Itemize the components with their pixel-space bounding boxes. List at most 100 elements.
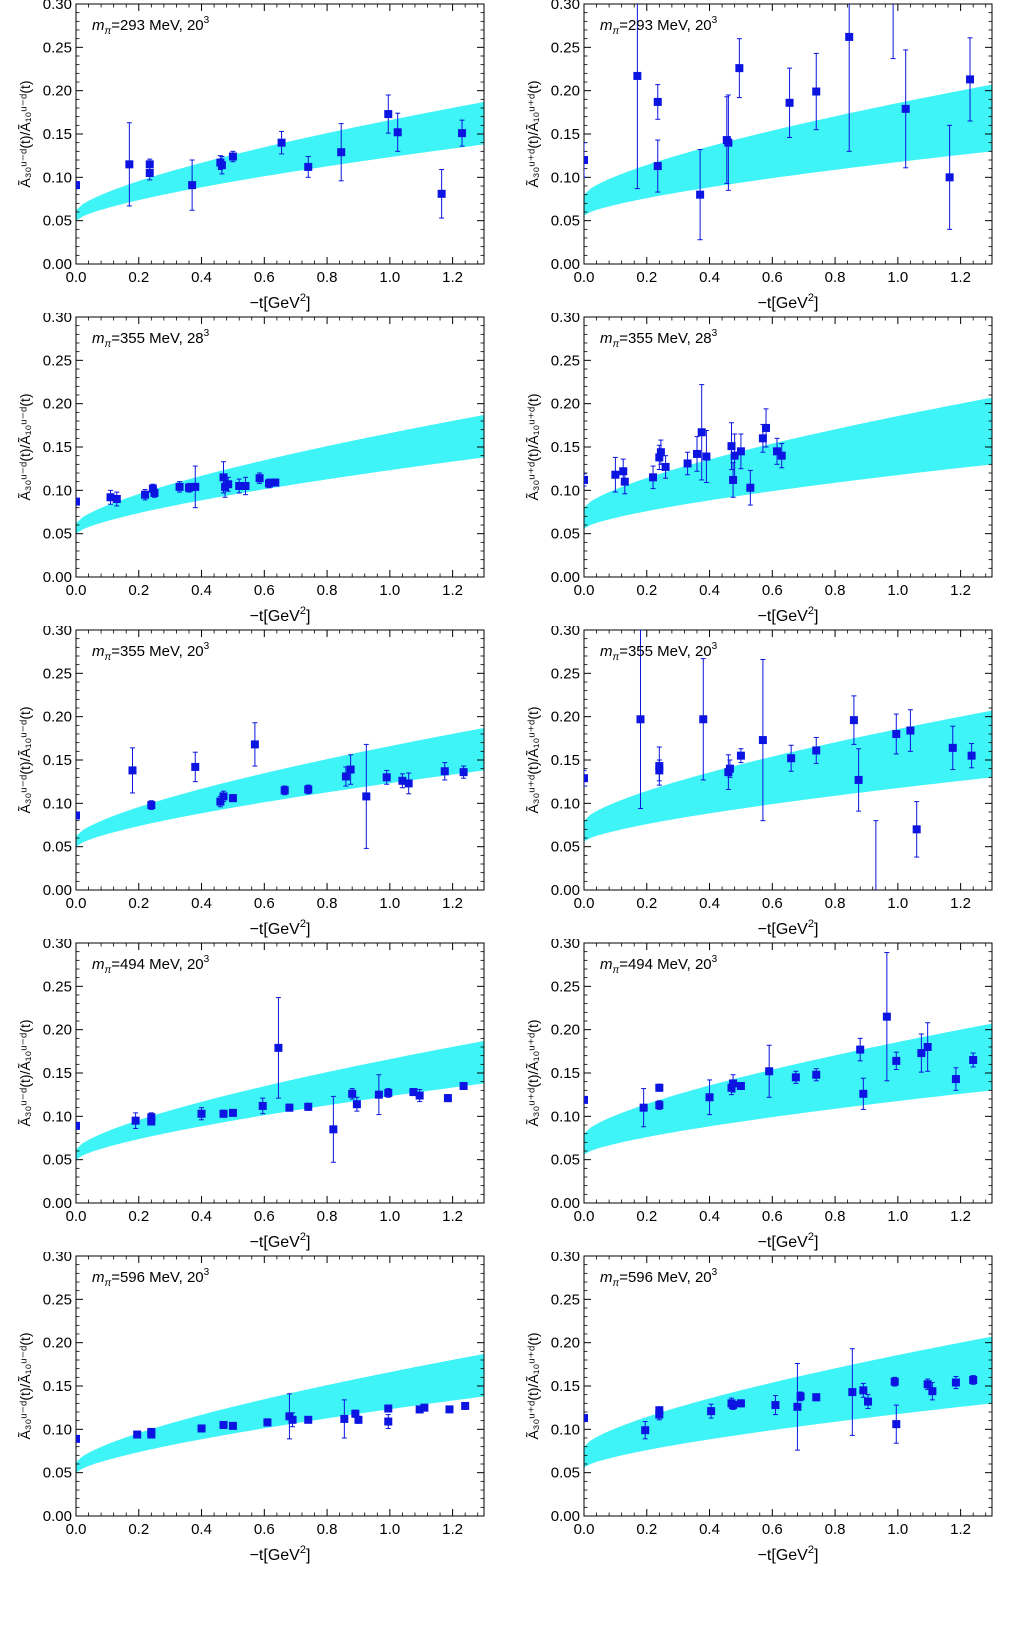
data-point xyxy=(906,709,915,752)
data-marker xyxy=(352,1100,361,1109)
data-point xyxy=(150,488,159,498)
data-marker xyxy=(812,1070,821,1079)
data-point xyxy=(812,736,821,764)
x-tick-label: 0.8 xyxy=(317,269,338,286)
data-marker xyxy=(793,1402,802,1411)
x-tick-label: 0.2 xyxy=(128,895,149,912)
data-point xyxy=(661,455,670,479)
y-tick-label: 0.00 xyxy=(43,1508,72,1525)
y-tick-label: 0.10 xyxy=(43,169,72,186)
data-marker xyxy=(443,1094,452,1103)
x-tick-label: 0.6 xyxy=(254,1521,275,1538)
data-marker xyxy=(304,162,313,171)
data-point xyxy=(191,465,200,509)
y-tick-label: 0.30 xyxy=(43,626,72,639)
data-marker xyxy=(859,1089,868,1098)
panel-annotation: mπ=293 MeV, 203 xyxy=(92,15,210,37)
data-point xyxy=(845,4,854,152)
x-axis-label: −t[GeV2] xyxy=(758,918,819,938)
data-point xyxy=(812,1393,821,1402)
data-marker xyxy=(882,1012,891,1021)
data-marker xyxy=(280,786,289,795)
x-tick-label: 0.4 xyxy=(191,269,212,286)
x-tick-label: 0.0 xyxy=(574,582,595,599)
y-tick-label: 0.30 xyxy=(551,939,580,952)
panel-annotation: mπ=355 MeV, 203 xyxy=(600,641,718,663)
data-point xyxy=(224,476,233,492)
data-point xyxy=(620,469,629,495)
data-point xyxy=(437,169,446,219)
data-point xyxy=(219,790,228,803)
y-tick-label: 0.00 xyxy=(551,1508,580,1525)
y-tick-label: 0.25 xyxy=(43,1291,72,1308)
y-tick-label: 0.15 xyxy=(43,1065,72,1082)
y-tick-label: 0.05 xyxy=(551,526,580,543)
data-point xyxy=(228,150,237,163)
data-points xyxy=(76,461,280,509)
x-tick-label: 0.2 xyxy=(128,269,149,286)
data-marker xyxy=(197,1424,206,1433)
data-marker xyxy=(967,751,976,760)
data-marker xyxy=(445,1405,454,1414)
data-point xyxy=(188,159,197,211)
data-point xyxy=(848,1348,857,1436)
chart-svg: 0.0 0.2 0.4 0.6 0.8 1.0 1.2 0.00 0.05 0.10 0.15 0.2… xyxy=(17,935,485,1251)
data-marker xyxy=(384,110,393,119)
x-tick-label: 0.2 xyxy=(636,1208,657,1225)
data-marker xyxy=(725,764,734,773)
data-point xyxy=(892,1051,901,1071)
data-marker xyxy=(147,1430,156,1439)
data-marker xyxy=(219,792,228,801)
data-point xyxy=(793,1362,802,1451)
y-tick-label: 0.20 xyxy=(551,83,580,100)
data-point xyxy=(945,124,954,230)
data-marker xyxy=(892,730,901,738)
x-axis-label: −t[GeV2] xyxy=(250,1231,311,1251)
data-points xyxy=(76,1393,470,1443)
panel-annotation: mπ=355 MeV, 283 xyxy=(92,328,210,350)
y-tick-label: 0.00 xyxy=(551,882,580,899)
x-tick-label: 0.8 xyxy=(317,582,338,599)
x-tick-label: 0.0 xyxy=(66,269,87,286)
data-marker xyxy=(727,1083,736,1092)
data-marker xyxy=(906,726,915,735)
data-point xyxy=(217,156,226,175)
x-axis-label: −t[GeV2] xyxy=(758,605,819,625)
data-point xyxy=(362,743,371,849)
y-tick-label: 0.20 xyxy=(551,709,580,726)
data-point xyxy=(653,84,662,120)
data-marker xyxy=(128,766,137,775)
y-tick-label: 0.10 xyxy=(43,482,72,499)
data-marker xyxy=(147,1117,156,1126)
data-point xyxy=(969,1052,978,1068)
data-marker xyxy=(892,1056,901,1065)
y-tick-label: 0.05 xyxy=(43,1152,72,1169)
data-marker xyxy=(945,173,954,182)
x-tick-label: 0.6 xyxy=(762,895,783,912)
data-marker xyxy=(217,161,226,170)
data-marker xyxy=(773,447,782,456)
y-axis-label: Ã₃₀ᵘ⁺ᵈ(t)/Ã₁₀ᵘ⁺ᵈ(t) xyxy=(525,1332,541,1439)
data-marker xyxy=(76,181,80,190)
data-marker xyxy=(133,1430,142,1439)
data-marker xyxy=(762,423,771,432)
data-points xyxy=(584,630,976,890)
data-point xyxy=(696,149,705,241)
data-point xyxy=(125,122,134,207)
x-tick-label: 1.2 xyxy=(950,1521,971,1538)
data-point xyxy=(948,725,957,771)
x-tick-label: 0.6 xyxy=(254,582,275,599)
data-marker xyxy=(351,1409,360,1418)
data-points xyxy=(584,384,786,506)
y-tick-label: 0.00 xyxy=(43,882,72,899)
data-point xyxy=(882,952,891,1082)
data-point xyxy=(901,49,910,169)
data-marker xyxy=(459,768,468,777)
y-tick-label: 0.00 xyxy=(43,1195,72,1212)
data-point xyxy=(707,1403,716,1419)
x-tick-label: 0.0 xyxy=(66,582,87,599)
chart-panel: 0.0 0.2 0.4 0.6 0.8 1.0 1.2 0.00 0.05 0.10 0.15 0.2… xyxy=(0,622,500,948)
data-point xyxy=(730,433,739,478)
data-marker xyxy=(393,128,402,137)
data-point xyxy=(184,482,193,493)
